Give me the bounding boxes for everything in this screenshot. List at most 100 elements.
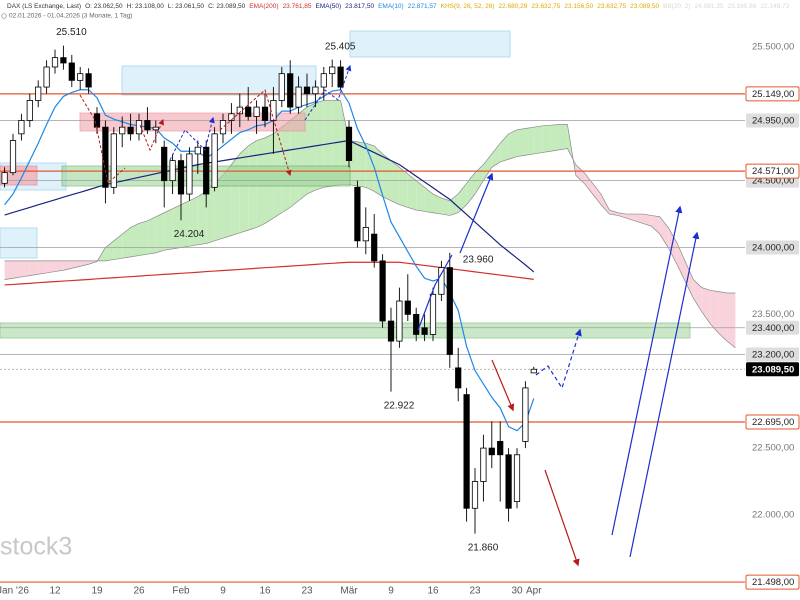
candle-body xyxy=(110,133,117,188)
candle-body xyxy=(513,454,521,502)
arrow xyxy=(491,359,515,412)
y-tick-label: 22.000,00 xyxy=(752,509,794,520)
cloud-segment xyxy=(147,216,156,255)
cloud-segment xyxy=(357,141,366,188)
level-label: 24.571,00 xyxy=(752,166,794,177)
cloud-segment xyxy=(727,292,736,348)
header-item: 22.680,29 xyxy=(498,3,527,10)
x-tick-label: 26 xyxy=(133,586,145,597)
candle-body xyxy=(455,367,462,389)
zone-box xyxy=(0,227,38,259)
cloud-segment xyxy=(239,145,249,233)
candle-body xyxy=(211,133,218,188)
header-item: C: 23.089,50 xyxy=(208,3,246,10)
cloud-segment xyxy=(718,291,727,342)
header-item: EMA(10) xyxy=(378,3,404,10)
cloud-segment xyxy=(575,164,585,184)
header-item: 23.632,75 xyxy=(531,3,560,10)
level-label: 24.000,00 xyxy=(752,243,794,254)
cloud-segment xyxy=(197,191,207,245)
level-label-box xyxy=(746,113,799,128)
level-label-box xyxy=(745,414,800,430)
candle-body xyxy=(295,86,302,108)
dashed-arrow xyxy=(304,64,352,121)
cloud-segment xyxy=(407,173,417,211)
watermark: stock3 xyxy=(0,533,72,561)
candle-body xyxy=(102,126,109,188)
candle-body xyxy=(362,227,369,242)
dashed-path xyxy=(79,94,126,184)
y-tick-label: 25.500,00 xyxy=(752,41,794,52)
cloud-segment xyxy=(517,128,526,157)
cloud-segment xyxy=(172,204,181,249)
cloud-segment xyxy=(206,183,215,244)
lines-layer xyxy=(4,89,535,432)
price-annotation: 21.860 xyxy=(468,542,499,553)
cloud-segment xyxy=(391,160,400,205)
header-item: O: 23.062,50 xyxy=(85,3,123,10)
candle-body xyxy=(320,73,327,88)
candle-body xyxy=(1,172,8,184)
y-tick-label: 23.500,00 xyxy=(752,309,794,320)
price-annotation: 25.405 xyxy=(325,41,356,52)
cloud-segment xyxy=(365,143,375,192)
cloud-segment xyxy=(643,214,652,227)
cloud-segment xyxy=(332,100,341,187)
cloud-segment xyxy=(29,260,39,276)
x-tick-label: 12 xyxy=(49,586,61,597)
candle-body xyxy=(480,447,487,482)
ema-line xyxy=(4,89,535,432)
candle-body xyxy=(77,73,84,81)
candle-body xyxy=(505,454,512,509)
level-label-box xyxy=(746,362,799,377)
ema-line xyxy=(4,261,534,286)
cloud-segment xyxy=(155,212,165,253)
candle-body xyxy=(337,66,344,88)
candle-body xyxy=(119,126,126,135)
cloud-segment xyxy=(38,260,47,275)
cloud-segment xyxy=(710,290,719,334)
cloud-segment xyxy=(63,260,72,271)
cloud-segment xyxy=(122,227,131,259)
header-item: BB(20, 2) xyxy=(663,3,690,10)
candle-body xyxy=(371,233,378,262)
header-item: L: 23.061,50 xyxy=(168,3,205,10)
header-item: KHS(9, 26, 52, 26) xyxy=(441,3,495,10)
level-label: 23.200,00 xyxy=(752,350,794,361)
header-item: 22.148,73 xyxy=(760,3,789,10)
cloud-segment xyxy=(424,187,433,213)
arrow xyxy=(544,469,580,567)
level-label: 23.400,00 xyxy=(752,323,794,334)
cloud-layer xyxy=(4,100,736,349)
x-tick-label: 16 xyxy=(427,586,439,597)
cloud-segment xyxy=(433,194,442,215)
candle-body xyxy=(488,447,495,456)
x-tick-label: Apr xyxy=(526,586,542,597)
arrow xyxy=(459,172,494,254)
candle-body xyxy=(471,481,479,509)
candle-body xyxy=(161,146,168,182)
cloud-segment xyxy=(601,194,610,215)
cloud-segment xyxy=(584,172,593,195)
cloud-segment xyxy=(130,223,139,257)
x-tick-label: 23 xyxy=(301,586,313,597)
candle-body xyxy=(354,186,361,242)
candle-body xyxy=(203,146,210,195)
arrow xyxy=(629,231,700,558)
cloud-segment xyxy=(399,167,408,208)
level-label-box xyxy=(746,240,799,255)
header: DAX (LS Exchange, Last) O: 23.062,50 H: 23… xyxy=(7,3,790,10)
candle-body xyxy=(169,160,176,182)
cloud-segment xyxy=(659,216,669,248)
candle-body xyxy=(60,57,67,64)
candle-body xyxy=(194,146,201,155)
x-tick-label: 23 xyxy=(469,586,481,597)
cloud-segment xyxy=(214,175,223,241)
cloud-segment xyxy=(441,198,450,216)
cloud-segment xyxy=(4,260,13,280)
candle-body xyxy=(530,368,537,374)
level-label: 22.695,00 xyxy=(752,417,794,428)
candle-body xyxy=(429,293,437,335)
candle-body xyxy=(68,62,75,81)
